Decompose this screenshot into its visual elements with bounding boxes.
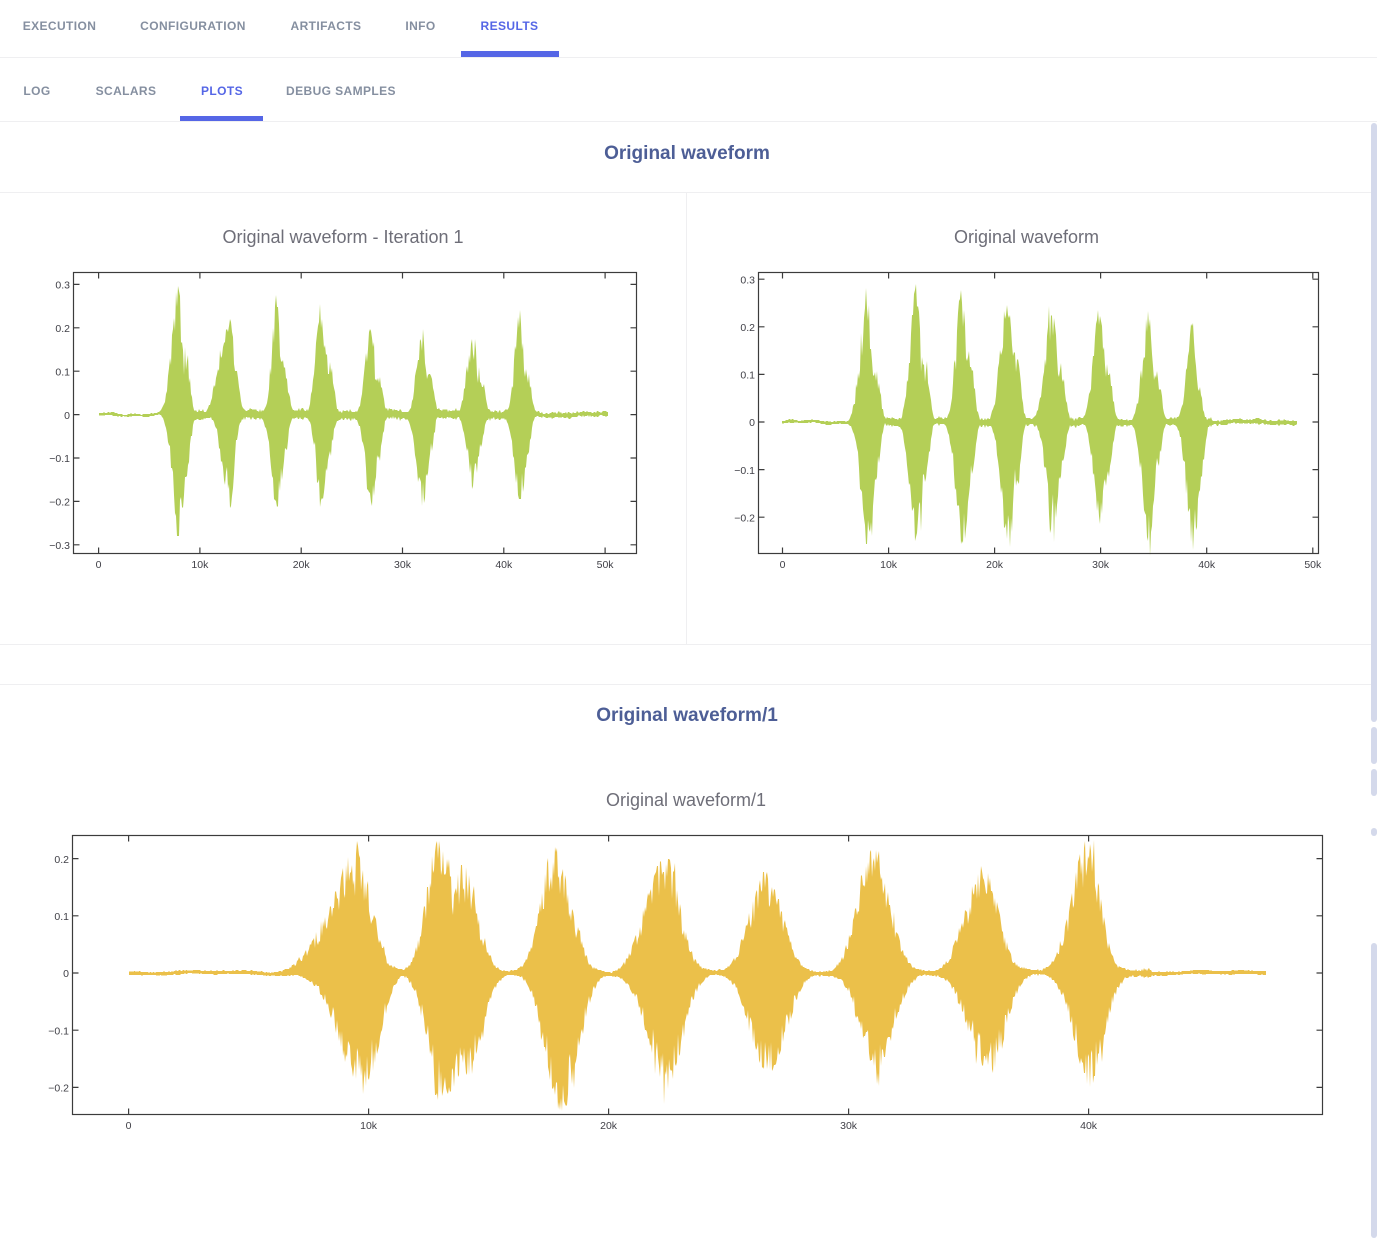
svg-text:50k: 50k bbox=[1304, 559, 1322, 571]
svg-text:30k: 30k bbox=[1092, 559, 1110, 571]
svg-text:0.2: 0.2 bbox=[740, 322, 755, 334]
svg-text:−0.1: −0.1 bbox=[48, 1025, 69, 1037]
svg-text:30k: 30k bbox=[394, 559, 412, 571]
svg-text:0.3: 0.3 bbox=[740, 274, 755, 286]
svg-text:−0.1: −0.1 bbox=[49, 453, 70, 465]
svg-text:0: 0 bbox=[126, 1120, 132, 1132]
svg-text:0.2: 0.2 bbox=[54, 854, 69, 866]
svg-text:0: 0 bbox=[749, 417, 755, 429]
svg-text:−0.2: −0.2 bbox=[49, 497, 70, 509]
svg-text:0: 0 bbox=[96, 559, 102, 571]
svg-text:20k: 20k bbox=[986, 559, 1004, 571]
svg-text:40k: 40k bbox=[1080, 1120, 1098, 1132]
svg-text:0.3: 0.3 bbox=[55, 280, 70, 292]
svg-text:50k: 50k bbox=[597, 559, 615, 571]
svg-text:0.1: 0.1 bbox=[55, 366, 70, 378]
svg-text:10k: 10k bbox=[191, 559, 209, 571]
svg-text:0: 0 bbox=[63, 968, 69, 980]
svg-text:10k: 10k bbox=[360, 1120, 378, 1132]
svg-text:−0.2: −0.2 bbox=[48, 1083, 69, 1095]
svg-text:30k: 30k bbox=[840, 1120, 858, 1132]
svg-text:−0.3: −0.3 bbox=[49, 540, 70, 552]
svg-text:−0.2: −0.2 bbox=[734, 512, 755, 524]
svg-text:40k: 40k bbox=[1198, 559, 1216, 571]
svg-text:0: 0 bbox=[64, 410, 70, 422]
svg-text:0.1: 0.1 bbox=[740, 370, 755, 382]
svg-text:20k: 20k bbox=[600, 1120, 618, 1132]
svg-text:0.2: 0.2 bbox=[55, 323, 70, 335]
svg-text:40k: 40k bbox=[495, 559, 513, 571]
svg-text:−0.1: −0.1 bbox=[734, 465, 755, 477]
svg-text:20k: 20k bbox=[293, 559, 311, 571]
svg-text:0: 0 bbox=[780, 559, 786, 571]
svg-text:0.1: 0.1 bbox=[54, 911, 69, 923]
svg-text:10k: 10k bbox=[880, 559, 898, 571]
